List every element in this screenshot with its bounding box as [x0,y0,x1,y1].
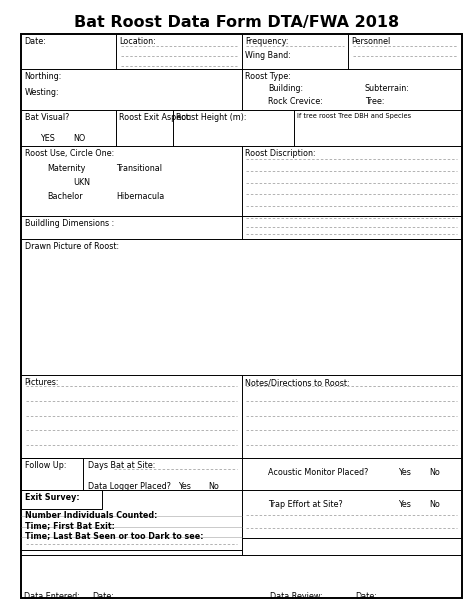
Text: No: No [429,500,440,509]
Text: Roost Discription:: Roost Discription: [245,149,316,158]
Text: Roost Type:: Roost Type: [245,72,291,81]
Text: Drawn Picture of Roost:: Drawn Picture of Roost: [25,242,119,251]
Text: UKN: UKN [73,178,91,188]
Text: NO: NO [73,134,86,143]
Text: Data Entered:: Data Entered: [24,592,80,601]
Text: Building:: Building: [268,84,303,93]
Text: Personnel: Personnel [352,37,391,46]
Text: Trap Effort at Site?: Trap Effort at Site? [268,500,343,509]
Text: Hibernacula: Hibernacula [116,192,164,201]
Text: Location:: Location: [119,37,156,46]
Text: If tree roost Tree DBH and Species: If tree roost Tree DBH and Species [297,113,411,120]
Text: Rock Crevice:: Rock Crevice: [268,97,323,106]
Bar [21,458,83,490]
Text: Bat Roost Data Form DTA/FWA 2018: Bat Roost Data Form DTA/FWA 2018 [74,15,400,30]
Text: Follow Up:: Follow Up: [25,461,66,470]
Text: Roost Use, Circle One:: Roost Use, Circle One: [25,149,114,158]
Text: Wing Band:: Wing Band: [245,51,291,61]
Text: Time; First Bat Exit:: Time; First Bat Exit: [25,521,115,530]
Text: Frequency:: Frequency: [245,37,289,46]
Text: Date:: Date: [92,592,114,601]
Text: Subterrain:: Subterrain: [365,84,410,93]
Text: Notes/Directions to Roost:: Notes/Directions to Roost: [245,378,350,387]
Text: Yes: Yes [398,500,411,509]
Text: Data Logger Placed?: Data Logger Placed? [88,482,171,491]
Text: Transitional: Transitional [116,164,162,173]
Text: Time; Last Bat Seen or too Dark to see:: Time; Last Bat Seen or too Dark to see: [25,531,203,541]
Text: Westing:: Westing: [25,88,59,97]
Text: Number Individuals Counted:: Number Individuals Counted: [25,511,157,520]
Text: Yes: Yes [178,482,191,491]
Text: Roost Exit Aspect:: Roost Exit Aspect: [119,113,192,123]
Text: Tree:: Tree: [365,97,384,106]
Text: No: No [429,468,440,477]
Text: Date:: Date: [25,37,46,46]
Text: Days Bat at Site:: Days Bat at Site: [88,461,155,470]
Text: Buildling Dimensions :: Buildling Dimensions : [25,219,114,228]
Bar [21,490,102,509]
Text: Bachelor: Bachelor [47,192,83,201]
Text: YES: YES [40,134,55,143]
Text: Date:: Date: [356,592,377,601]
Text: No: No [209,482,219,491]
Text: Yes: Yes [398,468,411,477]
Text: Maternity: Maternity [47,164,86,173]
Text: Pictures:: Pictures: [25,378,59,387]
Text: Roost Height (m):: Roost Height (m): [176,113,247,123]
Text: Bat Visual?: Bat Visual? [25,113,69,123]
Text: Acoustic Monitor Placed?: Acoustic Monitor Placed? [268,468,368,477]
Text: Exit Survey:: Exit Survey: [25,493,79,503]
Text: Northing:: Northing: [25,72,62,81]
Text: Data Review:: Data Review: [270,592,323,601]
